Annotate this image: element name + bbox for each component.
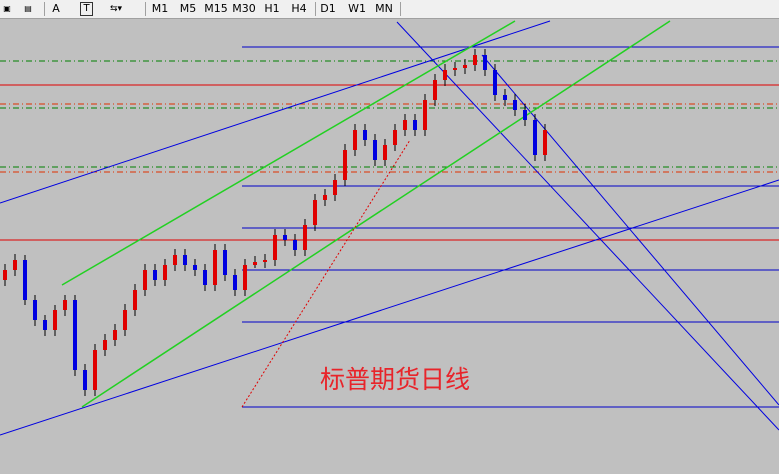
chart-annotation: 标普期货日线	[320, 365, 470, 394]
period-button[interactable]: D1	[320, 2, 336, 15]
tool-button[interactable]: T	[80, 2, 93, 16]
separator	[145, 2, 146, 16]
period-button[interactable]: MN	[375, 2, 393, 15]
period-button[interactable]: M5	[179, 2, 197, 15]
tool-button[interactable]: ⇆▾	[109, 4, 123, 14]
chart-area: 标普期货日线	[0, 19, 779, 474]
separator	[44, 2, 45, 16]
period-button[interactable]: H1	[264, 2, 280, 15]
period-button[interactable]: M30	[232, 2, 256, 15]
levels	[0, 20, 779, 436]
separator	[400, 2, 401, 16]
period-button[interactable]: W1	[348, 2, 366, 15]
period-button[interactable]: M15	[204, 2, 228, 15]
tool-button[interactable]: A	[52, 2, 60, 15]
toolbar: ▣ ▤ A T ⇆▾ M1 M5 M15 M30 H1 H4 D1 W1 MN	[0, 0, 779, 19]
background	[0, 19, 779, 474]
separator	[315, 2, 316, 16]
period-button[interactable]: H4	[291, 2, 307, 15]
candles	[3, 49, 547, 396]
period-button[interactable]: M1	[151, 2, 169, 15]
icon[interactable]: ▣	[3, 4, 11, 13]
icon[interactable]: ▤	[24, 4, 32, 13]
